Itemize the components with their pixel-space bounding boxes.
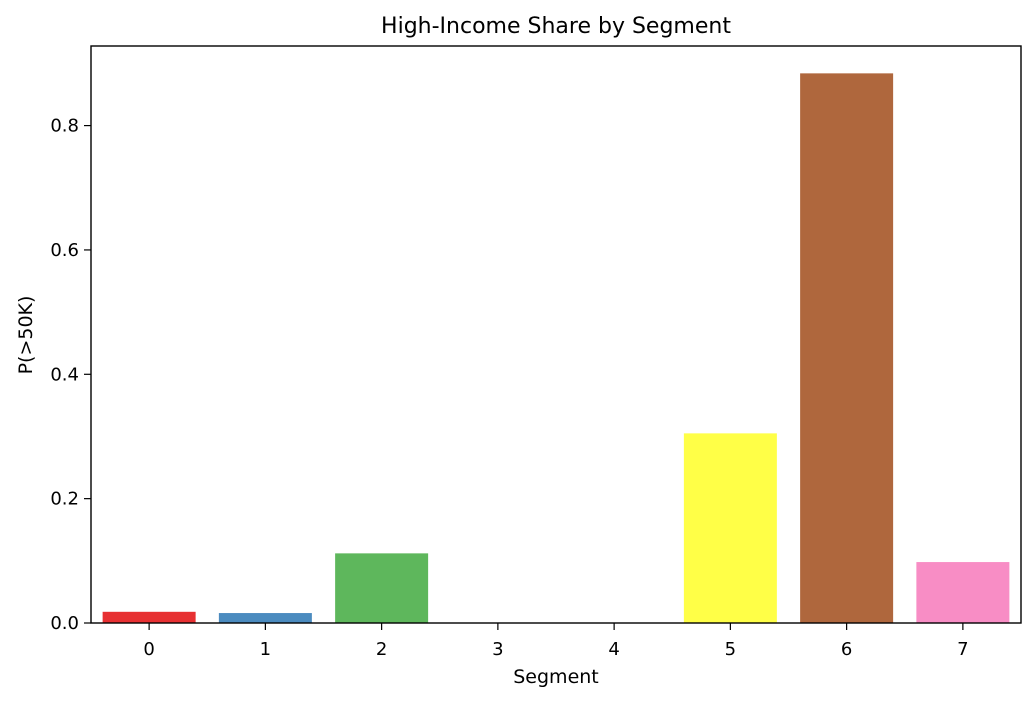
y-tick-label: 0.6 <box>50 240 79 261</box>
y-tick-label: 0.4 <box>50 364 79 385</box>
bar-segment-1 <box>218 613 312 623</box>
bar-segment-2 <box>335 553 429 623</box>
y-axis-label: P(>50K) <box>15 296 37 375</box>
x-tick-label: 0 <box>143 639 154 660</box>
bar-segment-0 <box>102 611 196 623</box>
ticks-layer: 0 1 2 3 4 5 6 7 0.0 0.2 0.4 0.6 0.8 <box>50 116 968 660</box>
bar-segment-7 <box>916 562 1010 623</box>
y-tick-label: 0.0 <box>50 613 79 634</box>
x-tick-label: 1 <box>260 639 271 660</box>
y-tick-label: 0.8 <box>50 116 79 137</box>
bar-segment-5 <box>683 433 777 623</box>
bars-layer <box>102 73 1010 623</box>
x-tick-label: 6 <box>841 639 852 660</box>
x-tick-label: 4 <box>608 639 619 660</box>
x-tick-label: 7 <box>957 639 968 660</box>
bar-segment-6 <box>800 73 894 623</box>
x-axis-label: Segment <box>513 666 599 688</box>
y-tick-label: 0.2 <box>50 489 79 510</box>
chart-title: High-Income Share by Segment <box>381 14 731 39</box>
x-tick-label: 3 <box>492 639 503 660</box>
x-tick-label: 2 <box>376 639 387 660</box>
x-tick-label: 5 <box>725 639 736 660</box>
plot-frame <box>90 45 1022 624</box>
